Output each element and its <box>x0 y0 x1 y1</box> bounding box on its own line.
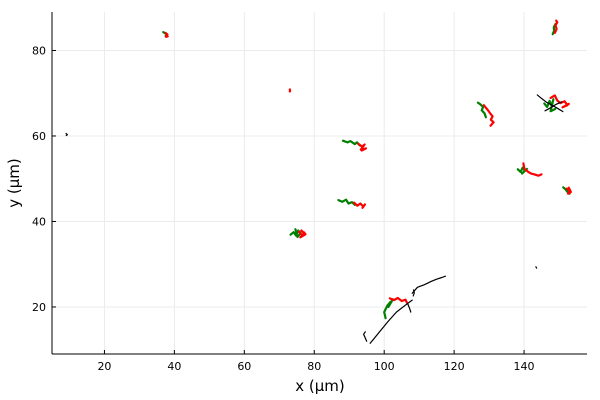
x-tick-label-2: 60 <box>237 360 251 373</box>
trajectory-black-26 <box>412 289 415 297</box>
trajectory-green-6 <box>337 198 356 206</box>
trajectory-black-29 <box>535 266 538 269</box>
trajectory-red-1 <box>164 31 169 38</box>
trajectory-green-16 <box>543 98 557 113</box>
trajectory-red-15 <box>565 186 573 195</box>
trajectory-red-9 <box>297 229 307 239</box>
x-ticks: 20 40 60 80 100 120 140 <box>97 350 535 373</box>
trajectory-green-8 <box>289 228 302 238</box>
trajectory-green-4 <box>341 139 361 147</box>
trajectory-black-27 <box>363 331 368 342</box>
trajectory-red-17 <box>549 94 570 109</box>
x-axis-label: x (μm) <box>295 377 345 395</box>
y-axis-label: y (μm) <box>5 158 23 208</box>
trajectory-red-23 <box>388 296 408 304</box>
trajectories <box>65 19 573 344</box>
trajectory-green-10 <box>476 101 487 119</box>
trajectory-red-5 <box>357 142 368 152</box>
trajectory-red-7 <box>353 201 367 209</box>
trajectory-black-3 <box>65 132 69 137</box>
trajectory-black-28 <box>407 303 412 313</box>
y-tick-label-2: 60 <box>32 130 46 143</box>
x-tick-label-3: 80 <box>307 360 321 373</box>
trajectory-black-20 <box>536 94 564 113</box>
x-tick-label-5: 120 <box>444 360 465 373</box>
x-tick-label-1: 40 <box>167 360 181 373</box>
trajectory-green-22 <box>383 298 394 320</box>
trajectory-red-19 <box>553 19 559 35</box>
grid-lines <box>52 12 587 354</box>
y-tick-label-0: 20 <box>32 301 46 314</box>
y-ticks: 20 40 60 80 <box>32 44 56 314</box>
trajectory-black-25 <box>411 275 446 294</box>
x-tick-label-0: 20 <box>97 360 111 373</box>
trajectory-black-24 <box>369 299 413 344</box>
trajectory-red-13 <box>522 162 543 177</box>
x-tick-label-6: 140 <box>514 360 535 373</box>
y-tick-label-1: 40 <box>32 215 46 228</box>
x-tick-label-4: 100 <box>374 360 395 373</box>
y-tick-label-3: 80 <box>32 44 46 57</box>
trajectory-red-11 <box>482 104 495 127</box>
trajectory-black-21 <box>544 101 563 112</box>
axes <box>51 12 587 355</box>
